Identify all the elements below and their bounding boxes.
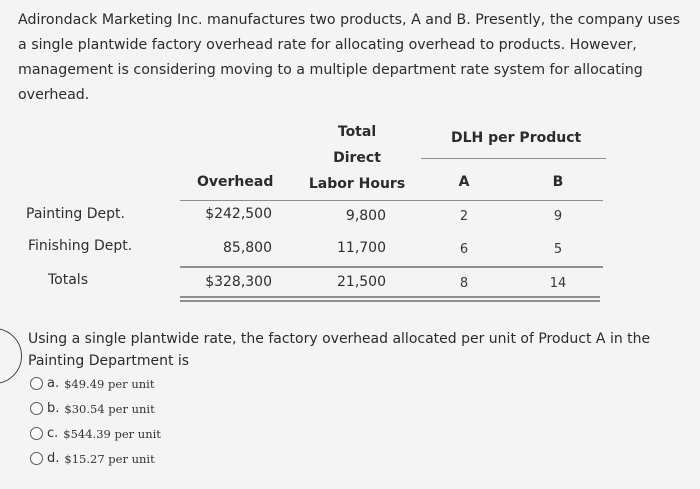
- row-totals-overhead: $328,300: [205, 274, 272, 290]
- header-rule: [180, 200, 603, 201]
- option-d[interactable]: d. $15.27 per unit: [30, 451, 155, 466]
- row-label-painting: Painting Dept.: [26, 206, 125, 222]
- question-text: Using a single plantwide rate, the facto…: [28, 331, 651, 369]
- row-label-finishing: Finishing Dept.: [28, 238, 133, 254]
- dlh-group-rule: [421, 158, 606, 159]
- option-c-letter: c.: [47, 426, 59, 441]
- totals-double-rule-bottom: [180, 300, 600, 302]
- row-finishing-hours: 11,700: [337, 240, 386, 256]
- option-d-text: $15.27 per unit: [64, 451, 155, 466]
- row-label-totals: Totals: [48, 272, 88, 288]
- option-d-radio[interactable]: [30, 452, 43, 465]
- option-b[interactable]: b. $30.54 per unit: [30, 401, 155, 416]
- option-a[interactable]: a. $49.49 per unit: [30, 376, 154, 391]
- header-overhead: Overhead: [197, 174, 274, 190]
- option-c-text: $544.39 per unit: [63, 426, 161, 441]
- row-finishing-overhead: 85,800: [223, 240, 272, 256]
- selection-arc-decoration: [0, 328, 22, 384]
- row-painting-overhead: $242,500: [205, 206, 272, 222]
- option-c-radio[interactable]: [30, 427, 43, 440]
- row-painting-a: 2: [459, 209, 469, 224]
- row-painting-b: 9: [553, 209, 563, 224]
- option-b-letter: b.: [47, 401, 60, 416]
- header-total-line3: Labor Hours: [308, 176, 406, 192]
- row-painting-hours: 9,800: [345, 208, 386, 224]
- option-b-text: $30.54 per unit: [64, 401, 155, 416]
- header-total-line2: Direct: [333, 150, 381, 166]
- option-d-letter: d.: [47, 451, 60, 466]
- header-dlh-per-product: DLH per Product: [451, 130, 582, 146]
- header-product-a: A: [458, 174, 470, 190]
- header-total-line1: Total: [337, 124, 377, 140]
- subtotal-rule: [180, 266, 603, 268]
- option-a-text: $49.49 per unit: [64, 376, 155, 391]
- problem-intro: Adirondack Marketing Inc. manufactures t…: [18, 12, 681, 103]
- row-finishing-b: 5: [553, 242, 563, 257]
- row-totals-b: 14: [549, 276, 567, 291]
- row-finishing-a: 6: [459, 242, 469, 257]
- header-product-b: B: [552, 174, 564, 190]
- totals-double-rule-top: [180, 296, 600, 298]
- row-totals-hours: 21,500: [337, 274, 386, 290]
- option-a-letter: a.: [47, 376, 60, 391]
- option-b-radio[interactable]: [30, 402, 43, 415]
- option-a-radio[interactable]: [30, 377, 43, 390]
- row-totals-a: 8: [459, 276, 469, 291]
- option-c[interactable]: c. $544.39 per unit: [30, 426, 161, 441]
